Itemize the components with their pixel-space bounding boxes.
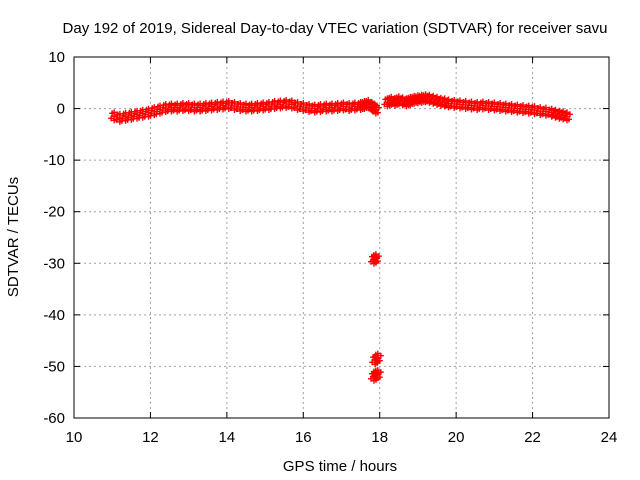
y-tick-label: -50 [43, 358, 65, 375]
data-point [285, 97, 298, 112]
x-tick-label: 18 [371, 429, 388, 446]
x-tick-label: 14 [219, 429, 236, 446]
x-tick-label: 10 [66, 429, 83, 446]
x-tick-label: 16 [295, 429, 312, 446]
x-tick-label: 20 [448, 429, 465, 446]
data-point [511, 101, 524, 116]
y-tick-label: -40 [43, 307, 65, 324]
y-tick-label: -60 [43, 410, 65, 427]
y-tick-label: 10 [48, 49, 65, 66]
data-point [348, 99, 361, 114]
y-tick-label: 0 [57, 101, 65, 118]
x-tick-label: 24 [601, 429, 618, 446]
y-tick-label: -20 [43, 204, 65, 221]
data-point [539, 104, 552, 119]
axis-ticks [73, 56, 610, 419]
data-point [113, 110, 126, 125]
data-point [560, 109, 573, 124]
x-tick-label: 22 [524, 429, 541, 446]
x-axis-label: GPS time / hours [283, 458, 397, 475]
y-tick-label: -10 [43, 152, 65, 169]
data-point [369, 102, 382, 117]
data-point [188, 100, 201, 115]
data-point [369, 353, 382, 368]
data-point [234, 100, 247, 115]
data-point [369, 251, 382, 266]
y-axis-label: SDTVAR / TECUs [5, 177, 22, 297]
chart-title: Day 192 of 2019, Sidereal Day-to-day VTE… [63, 20, 608, 37]
y-tick-labels: 10 0 -10 -20 -30 -40 -50 -60 [43, 49, 65, 427]
data-point [268, 97, 281, 112]
plot-frame [73, 56, 610, 419]
data-point [369, 367, 382, 382]
data-point [222, 97, 235, 112]
data-series [108, 91, 573, 384]
x-tick-labels: 10 12 14 16 18 20 22 24 [66, 429, 618, 446]
y-tick-label: -30 [43, 255, 65, 272]
x-tick-label: 12 [142, 429, 159, 446]
